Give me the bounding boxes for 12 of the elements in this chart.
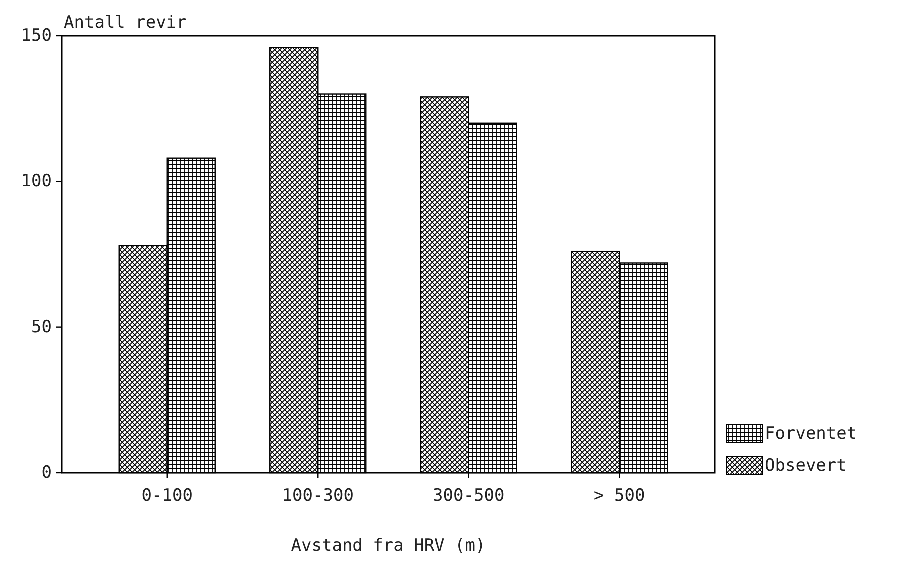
x-axis-title: Avstand fra HRV (m) (291, 536, 486, 556)
y-tick-label: 150 (21, 26, 52, 46)
x-tick-label: 0-100 (142, 486, 193, 506)
y-tick-label: 100 (21, 172, 52, 192)
x-tick-label: > 500 (594, 486, 646, 506)
x-tick-label: 100-300 (282, 486, 354, 506)
y-tick-label: 50 (32, 317, 52, 338)
legend-label: Obsevert (765, 456, 847, 476)
y-axis-title: Antall revir (64, 13, 187, 33)
y-tick-label: 0 (42, 463, 52, 483)
x-tick-label: 300-500 (433, 486, 505, 506)
legend-label: Forventet (765, 424, 858, 444)
